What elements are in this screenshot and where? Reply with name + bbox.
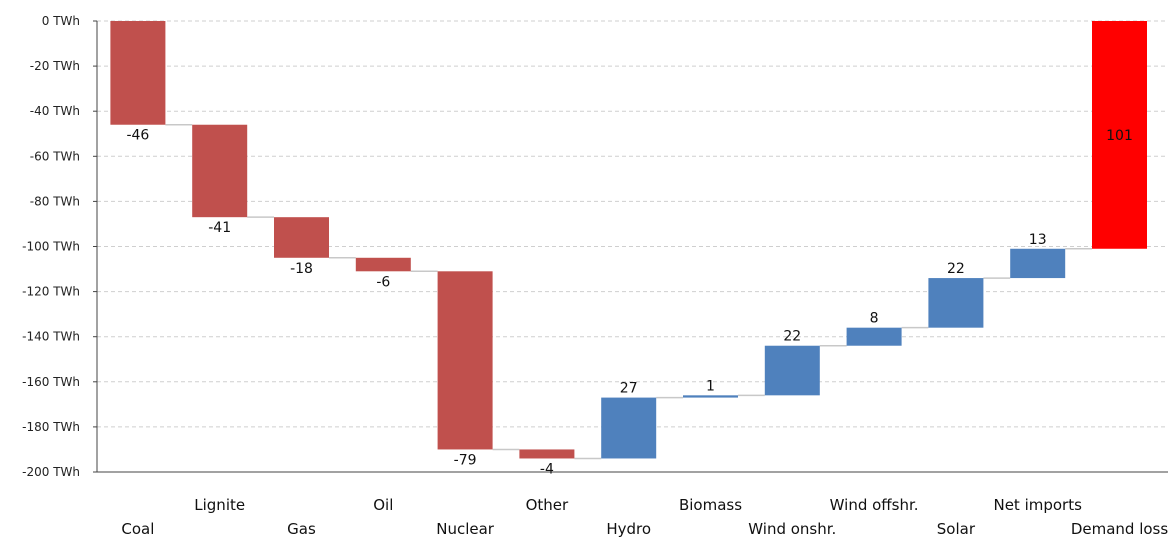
data-labels: -46 -41 -18 -6 -79 -4 27 1 22 8 22 13 101	[126, 128, 1132, 478]
y-tick-label: 0 TWh	[42, 14, 80, 28]
y-tick-label: -120 TWh	[22, 285, 80, 299]
category-label: Demand loss	[1071, 520, 1169, 537]
bar	[110, 21, 166, 125]
category-label: Oil	[373, 496, 393, 514]
data-label: -4	[540, 461, 554, 477]
category-label: Lignite	[194, 496, 245, 514]
y-tick-label: -60 TWh	[30, 149, 80, 163]
data-label: -6	[376, 274, 390, 290]
bar	[1010, 248, 1066, 279]
data-label: -41	[208, 220, 231, 236]
data-label: 22	[947, 261, 965, 277]
y-tick-label: -160 TWh	[22, 375, 80, 389]
category-label: Coal	[121, 520, 154, 537]
data-label: 8	[870, 311, 879, 327]
y-axis-ticks: 0 TWh -20 TWh -40 TWh -60 TWh -80 TWh -100 TW…	[22, 14, 97, 479]
bar	[683, 395, 738, 398]
bar	[846, 327, 902, 346]
category-label: Wind offshr.	[830, 496, 919, 514]
y-tick-label: -180 TWh	[22, 420, 80, 434]
category-label: Nuclear	[436, 520, 495, 537]
y-tick-label: -20 TWh	[30, 59, 80, 73]
bar	[355, 257, 411, 272]
data-label: -18	[290, 261, 313, 277]
data-label: 13	[1029, 232, 1047, 248]
bars	[110, 21, 1147, 459]
category-label: Hydro	[606, 520, 651, 537]
data-label: 101	[1106, 128, 1133, 144]
connectors	[165, 123, 1092, 460]
grid-lines	[97, 20, 1168, 428]
y-tick-label: -140 TWh	[22, 330, 80, 344]
bar	[764, 345, 820, 396]
category-label: Biomass	[679, 496, 742, 514]
bar	[274, 217, 329, 258]
bar	[519, 449, 575, 459]
bar	[437, 271, 493, 450]
category-label: Other	[526, 496, 569, 514]
category-label: Solar	[937, 520, 976, 537]
bar	[928, 278, 984, 328]
data-label: -79	[454, 452, 477, 468]
y-tick-label: -40 TWh	[30, 104, 80, 118]
bar	[601, 397, 657, 459]
data-label: -46	[126, 128, 149, 144]
category-label: Wind onshr.	[748, 520, 836, 537]
data-label: 1	[706, 378, 715, 394]
y-tick-label: -80 TWh	[30, 194, 80, 208]
y-tick-label: -100 TWh	[22, 240, 80, 254]
data-label: 22	[783, 329, 801, 345]
x-axis-categories: Coal Lignite Gas Oil Nuclear Other Hydro Biomas…	[121, 496, 1168, 537]
category-label: Gas	[287, 520, 316, 537]
data-label: 27	[620, 381, 638, 397]
y-tick-label: -200 TWh	[22, 465, 80, 479]
category-label: Net imports	[993, 496, 1082, 514]
bar	[1092, 21, 1147, 249]
bar	[192, 124, 248, 218]
